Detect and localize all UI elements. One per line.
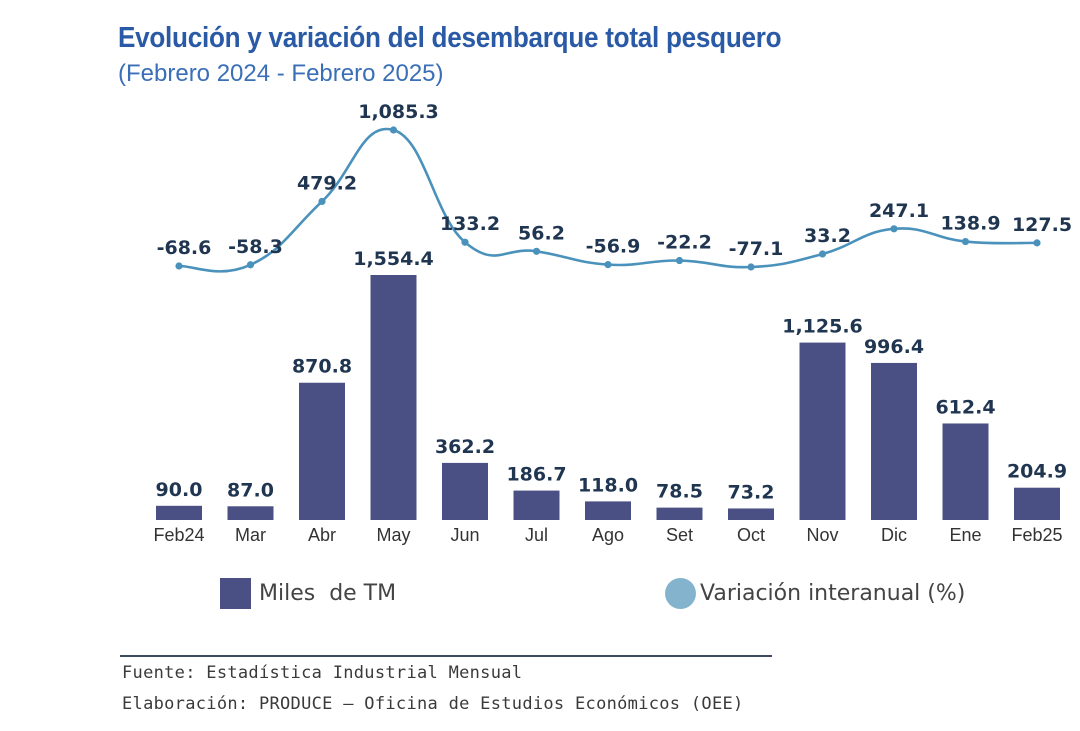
line-label-jun: 133.2 bbox=[440, 213, 500, 235]
bar-label-ene: 612.4 bbox=[935, 396, 995, 418]
source-note: Fuente: Estadística Industrial Mensual bbox=[122, 663, 523, 683]
bar-label-ago: 118.0 bbox=[578, 474, 638, 496]
bar-feb25 bbox=[1014, 487, 1060, 520]
x-tick-ene: Ene bbox=[949, 525, 981, 545]
line-label-jul: 56.2 bbox=[518, 222, 565, 244]
line-point-jun bbox=[461, 238, 469, 246]
line-point-jul bbox=[532, 247, 541, 255]
bar-label-jul: 186.7 bbox=[506, 464, 566, 486]
bar-label-may: 1,554.4 bbox=[353, 248, 434, 270]
line-point-dic bbox=[890, 225, 898, 233]
legend-item-bar: Miles de TM bbox=[220, 576, 396, 610]
line-label-abr: 479.2 bbox=[297, 172, 357, 194]
bar-data-labels: 90.0 87.0 870.8 1,554.4 362.2 186.7 118.0 78.5 7… bbox=[156, 248, 1068, 503]
line-label-may: 1,085.3 bbox=[358, 101, 439, 123]
bar-set bbox=[656, 507, 703, 520]
x-tick-dic: Dic bbox=[881, 525, 907, 545]
x-tick-mar: Mar bbox=[235, 525, 266, 545]
bar-label-feb24: 90.0 bbox=[156, 479, 203, 501]
bar-feb24 bbox=[156, 505, 202, 520]
line-point-feb24 bbox=[175, 262, 183, 270]
bar-mar bbox=[227, 506, 274, 520]
line-label-dic: 247.1 bbox=[869, 200, 929, 222]
chart-subtitle: (Febrero 2024 - Febrero 2025) bbox=[118, 60, 444, 87]
bar-oct bbox=[728, 508, 774, 520]
line-label-ago: -56.9 bbox=[586, 236, 641, 258]
elaboration-note: Elaboración: PRODUCE – Oficina de Estudi… bbox=[122, 694, 744, 714]
line-label-oct: -77.1 bbox=[729, 238, 784, 260]
x-tick-oct: Oct bbox=[737, 525, 765, 545]
line-point-feb25 bbox=[1033, 239, 1041, 247]
line-point-oct bbox=[747, 263, 755, 271]
legend-label-bar: Miles de TM bbox=[259, 580, 397, 606]
x-tick-nov: Nov bbox=[806, 525, 838, 545]
line-label-feb25: 127.5 bbox=[1012, 214, 1072, 236]
bar-may bbox=[370, 275, 417, 520]
x-tick-ago: Ago bbox=[592, 525, 624, 545]
x-tick-set: Set bbox=[666, 525, 693, 545]
bar-label-oct: 73.2 bbox=[728, 481, 775, 503]
line-label-mar: -58.3 bbox=[228, 236, 283, 258]
bar-dic bbox=[871, 362, 917, 520]
line-label-set: -22.2 bbox=[657, 232, 712, 254]
bar-label-nov: 1,125.6 bbox=[782, 316, 863, 338]
x-axis-tick-labels: Feb24 Mar Abr May Jun Jul Ago Set Oct Nov Dic Ene Fe… bbox=[153, 525, 1062, 545]
bar-label-dic: 996.4 bbox=[864, 336, 924, 358]
line-point-set bbox=[675, 256, 684, 265]
bar-label-abr: 870.8 bbox=[292, 356, 352, 378]
legend-label-line: Variación interanual (%) bbox=[700, 580, 966, 606]
line-point-ago bbox=[604, 261, 612, 269]
x-tick-feb25: Feb25 bbox=[1011, 525, 1062, 545]
line-series bbox=[175, 126, 1041, 273]
line-label-ene: 138.9 bbox=[940, 213, 1000, 235]
bar-legend-swatch bbox=[220, 577, 251, 609]
line-point-nov bbox=[818, 250, 827, 258]
x-tick-jul: Jul bbox=[525, 525, 548, 545]
legend-item-line: Variación interanual (%) bbox=[665, 576, 965, 610]
bar-label-set: 78.5 bbox=[656, 481, 703, 503]
x-tick-feb24: Feb24 bbox=[153, 525, 204, 545]
line-point-ene bbox=[961, 237, 970, 246]
x-tick-abr: Abr bbox=[308, 525, 336, 545]
chart-title: Evolución y variación del desembarque to… bbox=[118, 22, 782, 54]
bar-label-feb25: 204.9 bbox=[1007, 461, 1067, 483]
bar-label-jun: 362.2 bbox=[435, 436, 495, 458]
x-tick-jun: Jun bbox=[450, 525, 479, 545]
line-label-feb24: -68.6 bbox=[157, 237, 212, 259]
bar-jun bbox=[442, 462, 488, 520]
line-data-labels: -68.6 -58.3 479.2 1,085.3 133.2 56.2 -56.9 -22.… bbox=[157, 101, 1072, 260]
footer-divider bbox=[120, 655, 772, 657]
line-point-may bbox=[389, 126, 398, 134]
bar-series bbox=[156, 275, 1060, 520]
bar-ago bbox=[585, 501, 631, 520]
x-tick-may: May bbox=[376, 525, 410, 545]
bar-ene bbox=[942, 423, 989, 520]
bar-nov bbox=[799, 342, 846, 520]
line-legend-swatch bbox=[665, 577, 696, 609]
bar-abr bbox=[299, 382, 345, 520]
line-label-nov: 33.2 bbox=[804, 225, 851, 247]
bar-label-mar: 87.0 bbox=[227, 479, 274, 501]
line-point-mar bbox=[246, 261, 255, 269]
bar-jul bbox=[513, 490, 560, 520]
line-point-abr bbox=[318, 197, 326, 206]
